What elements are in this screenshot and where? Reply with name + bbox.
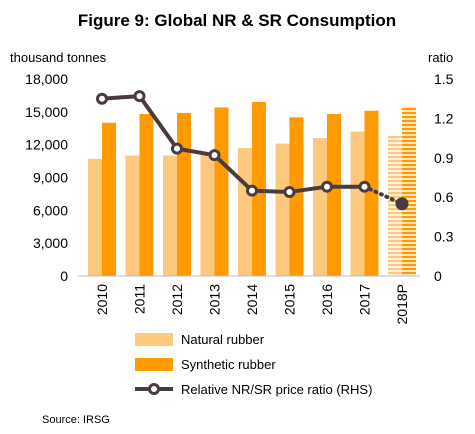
ratio-point-2010 — [96, 92, 108, 105]
bar-natural-rubber-2014 — [238, 147, 252, 276]
legend: Natural rubber Synthetic rubber Relative… — [135, 332, 372, 397]
category-label-2014: 2014 — [244, 284, 260, 315]
right-tick-labels: 0 0.3 0.6 0.9 1.2 1.5 — [434, 71, 454, 284]
bar-natural-rubber-2011 — [125, 155, 140, 276]
category-label-2010: 2010 — [94, 284, 110, 315]
bar-natural-rubber-2010 — [88, 158, 102, 276]
ratio-point-2011 — [133, 90, 146, 103]
category-label-2017: 2017 — [357, 284, 373, 315]
right-tick-label: 0.3 — [434, 229, 454, 245]
legend-label-ratio: Relative NR/SR price ratio (RHS) — [181, 382, 372, 397]
right-tick-label: 0.9 — [434, 150, 454, 166]
category-label-2013: 2013 — [207, 284, 223, 315]
bar-natural-rubber-2015 — [275, 143, 290, 276]
ratio-line-layer — [96, 90, 409, 211]
category-label-2016: 2016 — [319, 284, 335, 315]
bar-synthetic-rubber-2016 — [327, 114, 341, 277]
bar-synthetic-rubber-2015 — [289, 117, 304, 276]
ratio-point-2016 — [321, 180, 333, 193]
y-axis-right-label: ratio — [428, 50, 453, 65]
bar-natural-rubber-2018P — [388, 135, 402, 276]
legend-marker-ratio — [148, 383, 160, 395]
right-tick-label: 0 — [434, 268, 442, 284]
bar-synthetic-rubber-2013 — [214, 107, 229, 276]
bar-natural-rubber-2017 — [350, 131, 365, 276]
ratio-line-projected — [362, 184, 404, 206]
category-label-2011: 2011 — [132, 284, 148, 314]
bar-synthetic-rubber-2018P — [402, 106, 416, 276]
category-label-2018P: 2018P — [394, 284, 410, 324]
ratio-point-2017 — [358, 180, 371, 193]
bar-natural-rubber-2013 — [200, 153, 215, 276]
ratio-point-2018P — [395, 197, 409, 211]
ratio-point-2012 — [171, 142, 183, 155]
left-tick-label: 18,000 — [25, 71, 68, 87]
ratio-point-2014 — [246, 184, 258, 197]
legend-label-synthetic-rubber: Synthetic rubber — [181, 357, 276, 372]
ratio-point-2015 — [283, 185, 296, 198]
bar-synthetic-rubber-2017 — [364, 110, 379, 276]
category-label-2012: 2012 — [169, 284, 185, 315]
legend-label-natural-rubber: Natural rubber — [181, 332, 265, 347]
chart-title: Figure 9: Global NR & SR Consumption — [78, 11, 396, 30]
y-axis-left-label: thousand tonnes — [10, 50, 107, 65]
right-tick-label: 1.5 — [434, 71, 454, 87]
left-tick-label: 6,000 — [33, 202, 68, 218]
bar-synthetic-rubber-2011 — [139, 114, 154, 277]
category-label-2015: 2015 — [282, 284, 298, 315]
bar-natural-rubber-2012 — [163, 155, 177, 276]
left-tick-labels: 0 3,000 6,000 9,000 12,000 15,000 18,000 — [25, 71, 68, 284]
ratio-point-2013 — [208, 149, 221, 162]
category-labels: 2010 2011 2012 2013 2014 2015 2016 2017 2018P — [94, 284, 410, 325]
legend-swatch-synthetic-rubber — [135, 358, 173, 371]
source-note: Source: IRSG — [42, 414, 110, 426]
bar-synthetic-rubber-2012 — [177, 112, 191, 276]
left-tick-label: 3,000 — [33, 235, 68, 251]
ratio-line-actual — [101, 94, 365, 194]
right-tick-label: 1.2 — [434, 110, 454, 126]
left-tick-label: 9,000 — [33, 170, 68, 186]
bar-natural-rubber-2016 — [313, 138, 327, 276]
left-tick-label: 15,000 — [25, 104, 68, 120]
left-tick-label: 12,000 — [25, 137, 68, 153]
legend-swatch-natural-rubber — [135, 333, 173, 346]
right-tick-label: 0.6 — [434, 189, 454, 205]
left-tick-label: 0 — [60, 268, 68, 284]
bar-synthetic-rubber-2010 — [102, 122, 116, 277]
